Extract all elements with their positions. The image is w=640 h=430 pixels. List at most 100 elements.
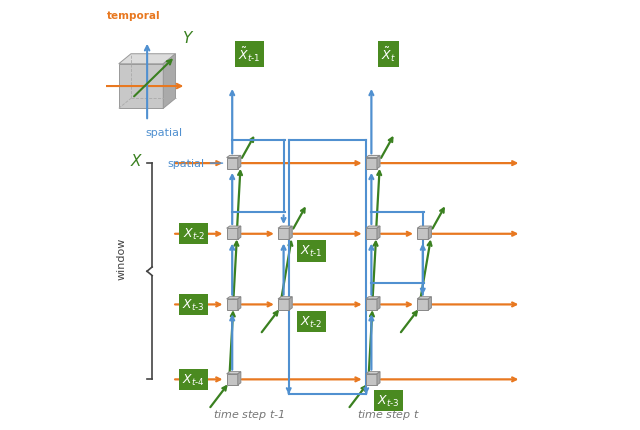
Polygon shape	[227, 156, 241, 158]
FancyArrowPatch shape	[242, 378, 359, 381]
Text: $X_{t\text{-}2}$: $X_{t\text{-}2}$	[182, 227, 205, 242]
FancyArrowPatch shape	[282, 246, 285, 295]
Text: spatial: spatial	[168, 159, 223, 169]
Text: $X_{t\text{-}1}$: $X_{t\text{-}1}$	[300, 244, 323, 259]
FancyArrowPatch shape	[369, 317, 373, 370]
Text: window: window	[116, 237, 127, 279]
FancyArrowPatch shape	[230, 317, 234, 370]
Polygon shape	[377, 227, 380, 240]
Polygon shape	[227, 299, 238, 310]
FancyArrowPatch shape	[369, 313, 374, 374]
FancyArrowPatch shape	[282, 242, 292, 299]
Text: $\tilde{X}_{t\text{-}1}$: $\tilde{X}_{t\text{-}1}$	[238, 46, 260, 64]
Polygon shape	[428, 297, 431, 310]
FancyArrowPatch shape	[381, 232, 411, 236]
Text: $\tilde{X}_{t}$: $\tilde{X}_{t}$	[381, 46, 396, 64]
FancyArrowPatch shape	[242, 232, 271, 236]
FancyArrowPatch shape	[381, 162, 516, 166]
FancyArrowPatch shape	[369, 246, 373, 295]
Text: time step $t$-1: time step $t$-1	[213, 408, 285, 421]
Text: $X_{t\text{-}2}$: $X_{t\text{-}2}$	[300, 314, 323, 329]
FancyArrowPatch shape	[175, 162, 220, 166]
Polygon shape	[417, 297, 431, 299]
Polygon shape	[278, 227, 292, 229]
FancyArrowPatch shape	[401, 312, 417, 332]
FancyArrowPatch shape	[293, 232, 359, 236]
FancyArrowPatch shape	[433, 232, 516, 236]
Polygon shape	[417, 299, 428, 310]
FancyArrowPatch shape	[364, 388, 368, 393]
FancyArrowPatch shape	[175, 232, 220, 236]
Polygon shape	[366, 297, 380, 299]
Polygon shape	[227, 227, 241, 229]
FancyArrowPatch shape	[372, 242, 378, 299]
FancyArrowPatch shape	[433, 303, 516, 307]
FancyArrowPatch shape	[175, 303, 220, 307]
FancyArrowPatch shape	[282, 215, 285, 222]
Polygon shape	[366, 227, 380, 229]
FancyArrowPatch shape	[104, 85, 181, 89]
Polygon shape	[366, 158, 377, 169]
FancyArrowPatch shape	[211, 387, 226, 407]
FancyArrowPatch shape	[421, 286, 425, 293]
FancyArrowPatch shape	[433, 209, 444, 229]
Polygon shape	[238, 297, 241, 310]
FancyArrowPatch shape	[421, 246, 425, 295]
Polygon shape	[238, 156, 241, 169]
Polygon shape	[366, 299, 377, 310]
Text: time step $t$: time step $t$	[357, 408, 420, 421]
Polygon shape	[227, 374, 238, 385]
FancyArrowPatch shape	[381, 138, 392, 159]
FancyArrowPatch shape	[230, 92, 234, 154]
FancyArrowPatch shape	[230, 313, 235, 374]
FancyArrowPatch shape	[376, 172, 381, 229]
FancyArrowPatch shape	[145, 47, 149, 119]
Text: $X_{t\text{-}4}$: $X_{t\text{-}4}$	[182, 372, 205, 387]
FancyArrowPatch shape	[242, 162, 359, 166]
FancyArrowPatch shape	[234, 242, 238, 299]
FancyArrowPatch shape	[381, 303, 411, 307]
Text: $X_{t\text{-}3}$: $X_{t\text{-}3}$	[377, 393, 400, 408]
FancyArrowPatch shape	[230, 176, 234, 224]
Text: spatial: spatial	[145, 128, 182, 138]
FancyArrowPatch shape	[381, 378, 516, 381]
Polygon shape	[278, 229, 289, 240]
Polygon shape	[119, 55, 175, 64]
FancyArrowPatch shape	[175, 378, 220, 381]
Polygon shape	[227, 158, 238, 169]
Text: $Y$: $Y$	[182, 30, 195, 46]
FancyArrowPatch shape	[287, 388, 291, 393]
FancyArrowPatch shape	[349, 387, 365, 407]
Text: $X$: $X$	[130, 152, 143, 168]
FancyArrowPatch shape	[369, 92, 373, 154]
Polygon shape	[278, 297, 292, 299]
Polygon shape	[366, 229, 377, 240]
FancyArrowPatch shape	[134, 61, 172, 97]
Polygon shape	[417, 227, 431, 229]
Polygon shape	[289, 227, 292, 240]
Polygon shape	[366, 156, 380, 158]
FancyArrowPatch shape	[293, 209, 305, 229]
Polygon shape	[366, 374, 377, 385]
FancyArrowPatch shape	[242, 303, 271, 307]
Polygon shape	[289, 297, 292, 310]
Polygon shape	[163, 55, 175, 109]
Polygon shape	[377, 372, 380, 385]
FancyArrowPatch shape	[369, 176, 373, 224]
Polygon shape	[417, 229, 428, 240]
Polygon shape	[278, 299, 289, 310]
FancyArrowPatch shape	[420, 242, 431, 299]
FancyArrowPatch shape	[293, 303, 359, 307]
FancyArrowPatch shape	[230, 246, 234, 295]
Polygon shape	[227, 229, 238, 240]
Polygon shape	[227, 372, 241, 374]
Polygon shape	[366, 372, 380, 374]
Polygon shape	[119, 64, 163, 109]
Text: $X_{t\text{-}3}$: $X_{t\text{-}3}$	[182, 297, 205, 312]
Text: temporal: temporal	[107, 11, 161, 22]
FancyArrowPatch shape	[237, 172, 242, 229]
Polygon shape	[428, 227, 431, 240]
Polygon shape	[238, 227, 241, 240]
Polygon shape	[238, 372, 241, 385]
FancyArrowPatch shape	[242, 138, 253, 159]
